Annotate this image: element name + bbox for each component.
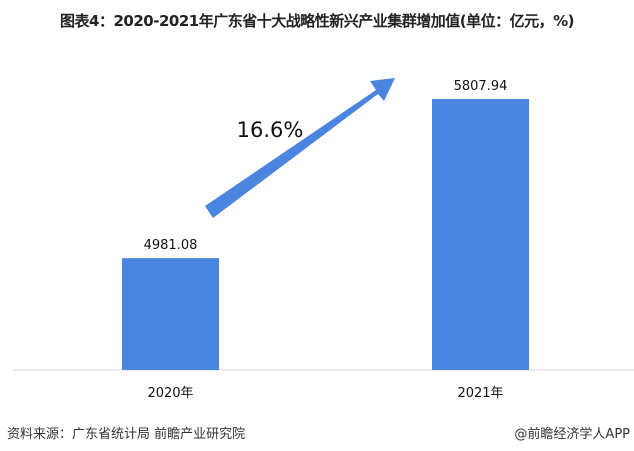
data-label-1: 5807.94 [454,79,508,94]
growth-arrow [205,78,395,218]
bar-1 [432,98,529,370]
credit-note: @前瞻经济学人APP [514,427,630,442]
x-tick-label-0: 2020年 [147,386,193,401]
bar-0 [122,258,219,370]
chart-title: 图表4：2020-2021年广东省十大战略性新兴产业集群增加值(单位：亿元，%) [60,12,574,30]
x-tick-label-1: 2021年 [457,386,503,401]
source-note: 资料来源：广东省统计局 前瞻产业研究院 [7,427,246,442]
growth-label: 16.6% [237,118,304,142]
data-label-0: 4981.08 [144,238,198,253]
